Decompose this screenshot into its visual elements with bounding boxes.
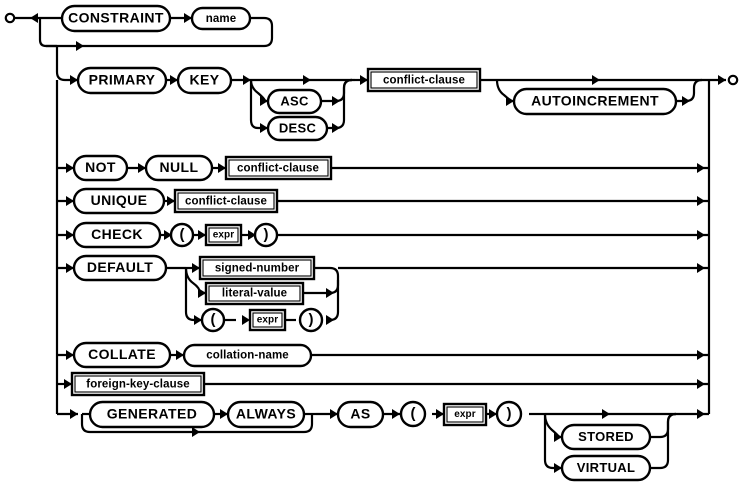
node-name[interactable]: name <box>190 6 252 31</box>
node-constraint[interactable]: CONSTRAINT <box>60 4 172 33</box>
node-generated-expr-label: expr <box>454 409 476 420</box>
node-default-left-paren-label: ( <box>211 311 216 328</box>
node-literal-value[interactable]: literal-value <box>204 281 305 306</box>
node-not-label: NOT <box>85 159 116 175</box>
node-generated-expr[interactable]: expr <box>442 402 488 427</box>
node-name-label: name <box>206 13 236 25</box>
node-generated-left-paren-label: ( <box>411 405 416 422</box>
node-collation-name[interactable]: collation-name <box>182 343 313 368</box>
node-key-label: KEY <box>190 72 220 88</box>
node-literal-value-label: literal-value <box>222 288 287 300</box>
node-default-right-paren[interactable]: ) <box>298 307 324 333</box>
node-unique[interactable]: UNIQUE <box>72 187 166 215</box>
node-default-right-paren-label: ) <box>309 311 314 328</box>
node-not[interactable]: NOT <box>72 154 129 182</box>
node-default-left-paren[interactable]: ( <box>200 307 226 333</box>
node-desc-label: DESC <box>279 120 317 135</box>
start-terminus <box>4 12 16 24</box>
node-null[interactable]: NULL <box>144 154 214 182</box>
node-check-left-paren-label: ( <box>180 226 185 243</box>
node-unique-label: UNIQUE <box>91 192 148 208</box>
node-generated-left-paren[interactable]: ( <box>399 400 427 428</box>
end-terminus <box>727 74 739 86</box>
node-conflict-clause-not-null[interactable]: conflict-clause <box>224 155 333 181</box>
node-default-label: DEFAULT <box>87 259 153 275</box>
node-default[interactable]: DEFAULT <box>72 254 168 282</box>
node-always-label: ALWAYS <box>236 406 296 422</box>
node-default-expr-label: expr <box>257 315 279 326</box>
node-conflict-clause-unique[interactable]: conflict-clause <box>173 188 279 214</box>
node-always[interactable]: ALWAYS <box>226 400 306 429</box>
node-generated[interactable]: GENERATED <box>88 400 216 429</box>
node-generated-label: GENERATED <box>107 406 197 422</box>
node-null-label: NULL <box>160 159 199 175</box>
node-check[interactable]: CHECK <box>72 221 162 249</box>
node-stored-label: STORED <box>578 429 634 444</box>
node-check-label: CHECK <box>91 226 143 242</box>
node-signed-number[interactable]: signed-number <box>198 255 316 281</box>
node-virtual[interactable]: VIRTUAL <box>560 454 652 482</box>
node-check-right-paren-label: ) <box>264 226 269 243</box>
node-constraint-label: CONSTRAINT <box>68 10 164 26</box>
node-check-right-paren[interactable]: ) <box>253 222 279 248</box>
node-primary[interactable]: PRIMARY <box>76 66 168 95</box>
node-generated-right-paren[interactable]: ) <box>495 400 523 428</box>
node-as[interactable]: AS <box>336 400 385 429</box>
node-asc[interactable]: ASC <box>266 88 323 115</box>
node-check-expr[interactable]: expr <box>204 223 243 247</box>
node-check-expr-label: expr <box>213 230 235 241</box>
node-default-expr[interactable]: expr <box>248 308 287 332</box>
node-foreign-key-clause-label: foreign-key-clause <box>86 379 189 391</box>
node-generated-right-paren-label: ) <box>507 405 512 422</box>
node-check-left-paren[interactable]: ( <box>169 222 195 248</box>
node-autoincrement-label: AUTOINCREMENT <box>531 93 659 109</box>
node-foreign-key-clause[interactable]: foreign-key-clause <box>70 371 206 397</box>
node-desc[interactable]: DESC <box>266 115 329 142</box>
node-collation-name-label: collation-name <box>206 350 289 362</box>
node-as-label: AS <box>350 406 370 422</box>
node-collate[interactable]: COLLATE <box>72 341 172 369</box>
node-virtual-label: VIRTUAL <box>577 460 635 475</box>
node-key[interactable]: KEY <box>176 66 233 95</box>
node-asc-label: ASC <box>280 93 309 108</box>
node-conflict-clause-primary-key-label: conflict-clause <box>383 75 465 87</box>
node-conflict-clause-not-null-label: conflict-clause <box>237 163 319 175</box>
node-collate-label: COLLATE <box>88 346 156 362</box>
node-conflict-clause-primary-key[interactable]: conflict-clause <box>366 67 482 93</box>
node-signed-number-label: signed-number <box>215 263 300 275</box>
node-conflict-clause-unique-label: conflict-clause <box>185 196 267 208</box>
node-primary-label: PRIMARY <box>89 72 156 88</box>
node-stored[interactable]: STORED <box>560 423 652 451</box>
node-autoincrement[interactable]: AUTOINCREMENT <box>512 87 678 116</box>
arrowhead-layer <box>30 13 726 473</box>
